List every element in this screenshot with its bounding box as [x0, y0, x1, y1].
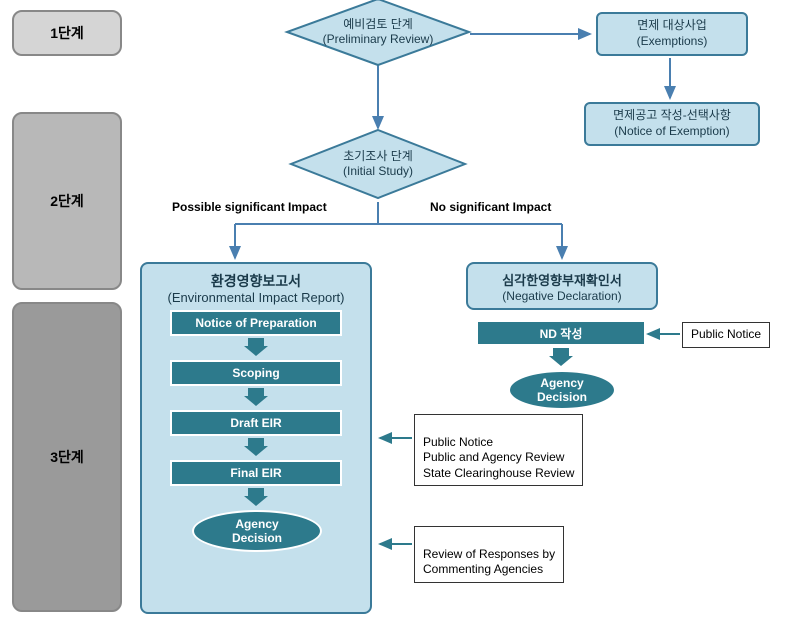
prelim-en: (Preliminary Review)	[323, 32, 434, 47]
final-eir-step: Final EIR	[170, 460, 342, 486]
arrow-1	[244, 338, 268, 358]
no-impact-label: No significant Impact	[430, 200, 551, 214]
initial-en: (Initial Study)	[343, 164, 413, 179]
draft-note: Public Notice Public and Agency Review S…	[414, 414, 583, 486]
public-notice-text: Public Notice	[691, 327, 761, 341]
draft-eir-step: Draft EIR	[170, 410, 342, 436]
draft-note-text: Public Notice Public and Agency Review S…	[423, 435, 574, 480]
exempt-ko: 면제 대상사업	[637, 18, 707, 34]
nd-title-ko: 심각한영향부재확인서	[502, 270, 622, 289]
initial-study-diamond: 초기조사 단계 (Initial Study)	[300, 130, 456, 198]
prelim-text: 예비검토 단계 (Preliminary Review)	[323, 17, 434, 47]
final-note: Review of Responses by Commenting Agenci…	[414, 526, 564, 583]
eir-title-ko: 환경영향보고서	[142, 272, 370, 290]
draft-label: Draft EIR	[230, 416, 281, 430]
exemptions-box: 면제 대상사업 (Exemptions)	[596, 12, 748, 56]
nd-arrow	[549, 348, 573, 368]
stage-1-label: 1단계	[50, 23, 84, 43]
nd-decision-label: Agency Decision	[537, 376, 587, 405]
nop-label: Notice of Preparation	[195, 316, 316, 330]
nd-title-en: (Negative Declaration)	[502, 289, 621, 303]
eir-title-en: (Environmental Impact Report)	[142, 290, 370, 307]
possible-impact-label: Possible significant Impact	[172, 200, 327, 214]
stage-1-box: 1단계	[12, 10, 122, 56]
scoping-step: Scoping	[170, 360, 342, 386]
initial-ko: 초기조사 단계	[343, 149, 413, 164]
prelim-ko: 예비검토 단계	[323, 17, 434, 32]
initial-text: 초기조사 단계 (Initial Study)	[343, 149, 413, 179]
stage-3-label: 3단계	[50, 447, 84, 467]
notice-exempt-en: (Notice of Exemption)	[614, 124, 729, 140]
final-note-text: Review of Responses by Commenting Agenci…	[423, 547, 555, 577]
final-label: Final EIR	[230, 466, 281, 480]
public-notice-note: Public Notice	[682, 322, 770, 348]
scoping-label: Scoping	[232, 366, 279, 380]
nd-container: 심각한영향부재확인서 (Negative Declaration)	[466, 262, 658, 310]
notice-exemption-box: 면제공고 작성-선택사항 (Notice of Exemption)	[584, 102, 760, 146]
eir-agency-decision: Agency Decision	[192, 510, 322, 552]
eir-decision-label: Agency Decision	[232, 517, 282, 546]
preliminary-review-diamond: 예비검토 단계 (Preliminary Review)	[298, 0, 458, 66]
nd-step-label: ND 작성	[540, 325, 583, 342]
stage-2-box: 2단계	[12, 112, 122, 290]
arrow-4	[244, 488, 268, 508]
arrow-2	[244, 388, 268, 408]
eir-title: 환경영향보고서 (Environmental Impact Report)	[142, 264, 370, 307]
notice-exempt-ko: 면제공고 작성-선택사항	[613, 108, 731, 124]
nd-step: ND 작성	[476, 320, 646, 346]
exempt-en: (Exemptions)	[637, 34, 708, 50]
arrow-3	[244, 438, 268, 458]
stage-3-box: 3단계	[12, 302, 122, 612]
nd-agency-decision: Agency Decision	[508, 370, 616, 410]
stage-2-label: 2단계	[50, 191, 84, 211]
nop-step: Notice of Preparation	[170, 310, 342, 336]
